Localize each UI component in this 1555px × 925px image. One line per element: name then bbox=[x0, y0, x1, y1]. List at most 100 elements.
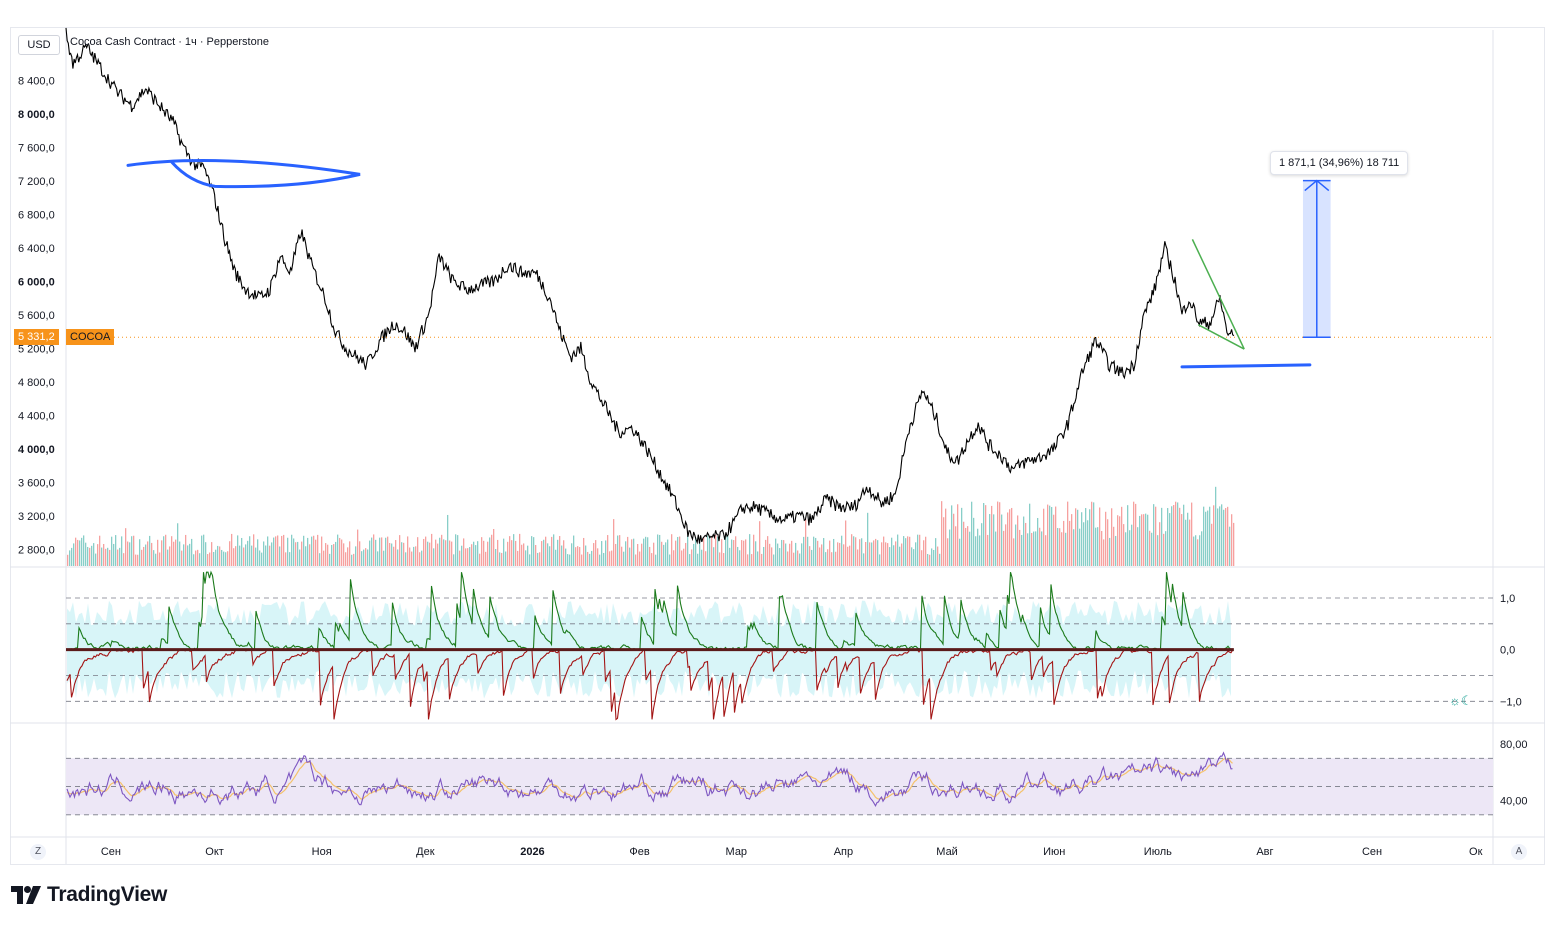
volume-bar bbox=[913, 549, 915, 566]
volume-bar bbox=[591, 550, 593, 566]
volume-bar bbox=[827, 549, 829, 566]
volume-bar bbox=[1059, 528, 1061, 566]
volume-bar bbox=[557, 539, 559, 566]
auto-scale-left-button[interactable]: Z bbox=[30, 844, 46, 860]
volume-bar bbox=[997, 501, 999, 566]
volume-bar bbox=[705, 551, 707, 566]
volume-bar bbox=[905, 538, 907, 566]
volume-bar bbox=[1175, 501, 1177, 566]
volume-bar bbox=[109, 549, 111, 566]
volume-bar bbox=[467, 548, 469, 566]
volume-bar bbox=[189, 543, 191, 566]
volume-bar bbox=[1197, 539, 1199, 566]
price-axis-tick: 3 200,0 bbox=[18, 511, 55, 523]
volume-bar bbox=[239, 545, 241, 566]
volume-bar bbox=[201, 535, 203, 566]
volume-bar bbox=[129, 542, 131, 566]
volume-bar bbox=[605, 540, 607, 566]
volume-bar bbox=[195, 550, 197, 566]
volume-bar bbox=[803, 536, 805, 566]
volume-bar bbox=[121, 536, 123, 566]
volume-bar bbox=[251, 545, 253, 566]
volume-bar bbox=[617, 535, 619, 566]
price-axis-tick: 6 400,0 bbox=[18, 243, 55, 255]
volume-bar bbox=[1215, 486, 1217, 566]
volume-bar bbox=[425, 536, 427, 566]
oscillator-green-line bbox=[67, 570, 1233, 651]
volume-bar bbox=[115, 535, 117, 566]
volume-bar bbox=[1031, 532, 1033, 566]
volume-bar bbox=[967, 526, 969, 566]
volume-bar bbox=[1195, 535, 1197, 566]
volume-bar bbox=[819, 547, 821, 566]
volume-bar bbox=[141, 549, 143, 566]
volume-bar bbox=[1181, 514, 1183, 566]
currency-label[interactable]: USD bbox=[18, 35, 60, 55]
volume-bar bbox=[185, 534, 187, 566]
volume-bar bbox=[325, 543, 327, 566]
volume-bar bbox=[839, 542, 841, 566]
volume-bar bbox=[709, 537, 711, 566]
time-axis-tick: Мар bbox=[726, 846, 748, 858]
volume-bar bbox=[1173, 505, 1175, 566]
volume-bar bbox=[435, 539, 437, 566]
volume-bar bbox=[317, 534, 319, 566]
volume-bar bbox=[1147, 514, 1149, 566]
volume-bar bbox=[981, 523, 983, 566]
volume-bar bbox=[809, 546, 811, 566]
volume-bar bbox=[1223, 509, 1225, 566]
volume-bar bbox=[155, 553, 157, 566]
volume-bar bbox=[655, 554, 657, 566]
measure-arrow-head bbox=[1304, 179, 1330, 192]
volume-bar bbox=[593, 543, 595, 566]
measure-label[interactable]: 1 871,1 (34,96%) 18 711 bbox=[1270, 151, 1409, 175]
volume-bar bbox=[867, 512, 869, 566]
volume-bar bbox=[507, 541, 509, 566]
volume-bar bbox=[553, 534, 555, 566]
volume-bar bbox=[1073, 529, 1075, 566]
volume-bar bbox=[367, 549, 369, 566]
volume-bar bbox=[503, 538, 505, 566]
volume-bar bbox=[1203, 506, 1205, 566]
volume-bar bbox=[71, 547, 73, 566]
volume-bar bbox=[113, 543, 115, 566]
volume-bar bbox=[1219, 506, 1221, 566]
volume-bar bbox=[181, 550, 183, 566]
volume-bar bbox=[225, 552, 227, 566]
volume-bar bbox=[993, 514, 995, 566]
volume-bar bbox=[205, 542, 207, 566]
volume-bar bbox=[933, 549, 935, 566]
volume-bar bbox=[785, 543, 787, 566]
auto-scale-right-button[interactable]: A bbox=[1511, 844, 1527, 860]
volume-bar bbox=[573, 535, 575, 566]
volume-bar bbox=[447, 514, 449, 566]
volume-bar bbox=[1007, 512, 1009, 566]
wedge-lower-line bbox=[1198, 324, 1245, 350]
volume-bar bbox=[535, 545, 537, 566]
time-axis-tick: Июн bbox=[1043, 846, 1065, 858]
volume-bar bbox=[299, 549, 301, 566]
chart-legend[interactable]: Cocoa Cash Contract · 1ч · Pepperstone bbox=[70, 36, 269, 48]
tradingview-logo[interactable]: TradingView bbox=[11, 882, 167, 908]
volume-bar bbox=[1075, 508, 1077, 566]
volume-bar bbox=[197, 549, 199, 566]
volume-bar bbox=[1193, 536, 1195, 566]
volume-bar bbox=[449, 540, 451, 566]
volume-bar bbox=[957, 504, 959, 566]
volume-bar bbox=[227, 551, 229, 566]
volume-bar bbox=[865, 542, 867, 566]
volume-bar bbox=[1213, 505, 1215, 566]
volume-bar bbox=[445, 540, 447, 566]
volume-bar bbox=[551, 536, 553, 566]
volume-bar bbox=[611, 550, 613, 566]
volume-bar bbox=[143, 546, 145, 566]
volume-bar bbox=[675, 540, 677, 566]
volume-bar bbox=[715, 534, 717, 566]
volume-bar bbox=[987, 534, 989, 566]
volume-bar bbox=[1019, 529, 1021, 566]
volume-bar bbox=[473, 541, 475, 566]
volume-bar bbox=[135, 554, 137, 566]
price-axis-tick: 7 600,0 bbox=[18, 142, 55, 154]
volume-bar bbox=[813, 536, 815, 566]
